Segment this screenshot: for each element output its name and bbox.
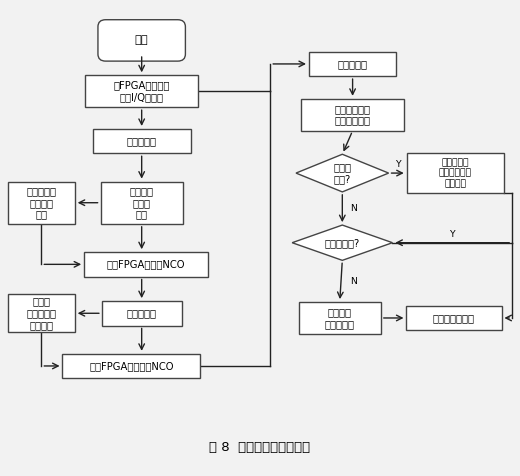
Text: 通道状态
设置为牵引: 通道状态 设置为牵引 [324, 307, 355, 329]
FancyBboxPatch shape [62, 354, 200, 378]
FancyBboxPatch shape [93, 129, 190, 153]
FancyBboxPatch shape [98, 20, 186, 61]
FancyBboxPatch shape [84, 252, 207, 277]
Text: 从FPGA读取当前
通道I/Q相关值: 从FPGA读取当前 通道I/Q相关值 [113, 80, 170, 102]
Text: 相位已锁定?: 相位已锁定? [324, 238, 360, 248]
FancyBboxPatch shape [102, 301, 181, 326]
Text: 图 8  跟踪子程序的流程图: 图 8 跟踪子程序的流程图 [210, 441, 310, 454]
FancyBboxPatch shape [8, 181, 75, 224]
Text: 跳出跟踪子程序: 跳出跟踪子程序 [433, 313, 475, 323]
FancyBboxPatch shape [8, 295, 75, 332]
Text: 更新FPGA系统载波NCO: 更新FPGA系统载波NCO [89, 361, 174, 371]
Polygon shape [296, 154, 388, 192]
Text: 将帧同步处理
压入任务序列: 将帧同步处理 压入任务序列 [334, 104, 371, 126]
Text: 将获取导航
电文处理压入
任务序列: 将获取导航 电文处理压入 任务序列 [439, 158, 472, 188]
Text: 调用码环
子处理
程序: 调用码环 子处理 程序 [129, 186, 154, 219]
Text: 计算功率值: 计算功率值 [127, 136, 157, 146]
Text: N: N [350, 204, 357, 213]
Text: 调用锁相环: 调用锁相环 [127, 308, 157, 318]
FancyBboxPatch shape [407, 153, 504, 193]
Text: 估计载噪比: 估计载噪比 [337, 59, 368, 69]
FancyBboxPatch shape [85, 75, 198, 107]
Text: 码环鉴相、
环路滤波
处理: 码环鉴相、 环路滤波 处理 [27, 186, 56, 219]
FancyBboxPatch shape [298, 302, 381, 334]
Text: Y: Y [449, 230, 455, 239]
Text: 锁相环
鉴相、环路
滤波处理: 锁相环 鉴相、环路 滤波处理 [27, 297, 56, 330]
Text: 开始: 开始 [135, 35, 149, 45]
Text: Y: Y [395, 160, 400, 169]
FancyBboxPatch shape [100, 181, 183, 224]
FancyBboxPatch shape [309, 52, 396, 76]
FancyBboxPatch shape [301, 99, 404, 131]
Polygon shape [292, 225, 393, 260]
Text: 更新FPGA系统码NCO: 更新FPGA系统码NCO [107, 259, 185, 269]
Text: 帧同步
成功?: 帧同步 成功? [333, 162, 352, 184]
FancyBboxPatch shape [406, 306, 501, 330]
Text: N: N [350, 277, 357, 286]
